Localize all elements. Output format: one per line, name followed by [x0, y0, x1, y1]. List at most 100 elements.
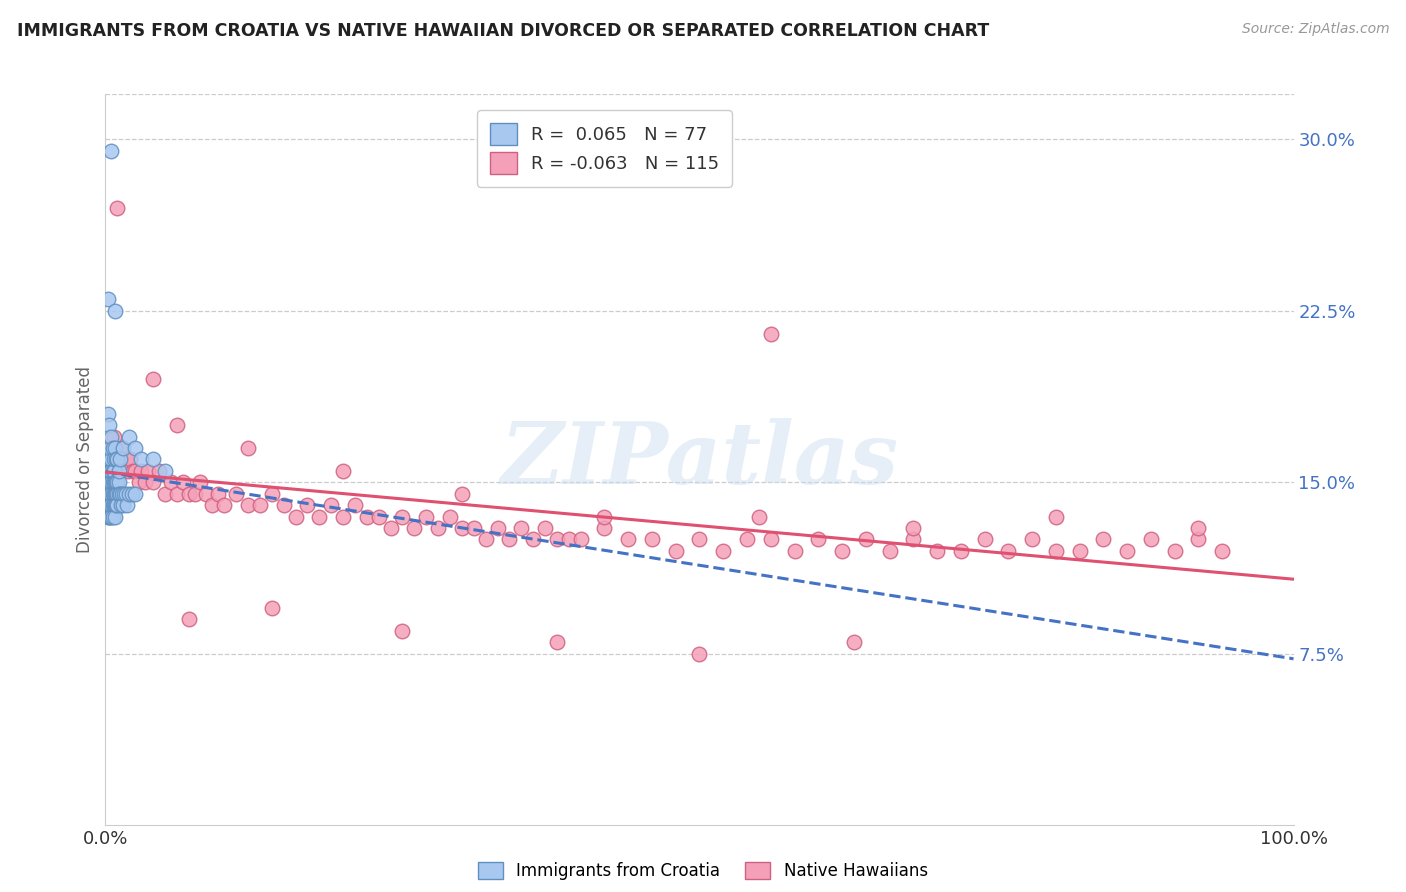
- Point: [98, 498, 121, 512]
- Point: [236, 498, 259, 512]
- Point: [207, 486, 229, 500]
- Point: [100, 464, 122, 478]
- Point: [97, 293, 120, 307]
- Point: [474, 533, 496, 547]
- Point: [105, 498, 128, 512]
- Point: [522, 533, 544, 547]
- Point: [148, 464, 170, 478]
- Point: [120, 452, 142, 467]
- Point: [98, 486, 121, 500]
- Point: [103, 475, 125, 490]
- Point: [105, 475, 128, 490]
- Point: [236, 441, 259, 455]
- Point: [101, 498, 124, 512]
- Point: [134, 475, 156, 490]
- Point: [427, 521, 450, 535]
- Point: [450, 486, 472, 500]
- Point: [118, 486, 141, 500]
- Point: [98, 452, 121, 467]
- Point: [486, 521, 509, 535]
- Point: [343, 498, 366, 512]
- Point: [103, 429, 125, 443]
- Point: [114, 452, 136, 467]
- Point: [842, 635, 865, 649]
- Point: [195, 486, 218, 500]
- Point: [128, 475, 150, 490]
- Point: [177, 612, 200, 626]
- Point: [97, 464, 120, 478]
- Point: [166, 486, 188, 500]
- Point: [136, 464, 159, 478]
- Point: [97, 509, 120, 524]
- Point: [129, 464, 152, 478]
- Point: [260, 486, 283, 500]
- Point: [104, 475, 127, 490]
- Point: [98, 498, 121, 512]
- Point: [112, 441, 135, 455]
- Point: [105, 486, 128, 500]
- Point: [107, 464, 129, 478]
- Point: [807, 533, 830, 547]
- Point: [214, 498, 236, 512]
- Point: [98, 441, 121, 455]
- Point: [973, 533, 995, 547]
- Point: [949, 544, 972, 558]
- Point: [665, 544, 688, 558]
- Point: [108, 452, 131, 467]
- Point: [98, 509, 121, 524]
- Point: [166, 418, 188, 433]
- Point: [104, 441, 127, 455]
- Point: [391, 509, 413, 524]
- Point: [97, 441, 120, 455]
- Point: [260, 601, 283, 615]
- Y-axis label: Divorced or Separated: Divorced or Separated: [76, 366, 94, 553]
- Point: [1187, 521, 1209, 535]
- Point: [284, 509, 307, 524]
- Point: [1164, 544, 1187, 558]
- Point: [100, 475, 122, 490]
- Point: [100, 498, 122, 512]
- Point: [1092, 533, 1115, 547]
- Point: [107, 464, 129, 478]
- Point: [450, 521, 472, 535]
- Point: [593, 509, 616, 524]
- Point: [97, 475, 120, 490]
- Point: [759, 326, 782, 341]
- Point: [177, 486, 200, 500]
- Point: [97, 464, 120, 478]
- Point: [98, 418, 121, 433]
- Point: [831, 544, 853, 558]
- Point: [103, 452, 125, 467]
- Point: [105, 452, 128, 467]
- Point: [124, 486, 146, 500]
- Point: [96, 464, 118, 478]
- Text: IMMIGRANTS FROM CROATIA VS NATIVE HAWAIIAN DIVORCED OR SEPARATED CORRELATION CHA: IMMIGRANTS FROM CROATIA VS NATIVE HAWAII…: [17, 22, 990, 40]
- Point: [96, 475, 118, 490]
- Point: [308, 509, 330, 524]
- Point: [104, 452, 127, 467]
- Point: [100, 509, 122, 524]
- Point: [748, 509, 770, 524]
- Point: [104, 441, 127, 455]
- Point: [391, 624, 413, 638]
- Point: [110, 498, 132, 512]
- Point: [101, 441, 124, 455]
- Point: [783, 544, 806, 558]
- Point: [925, 544, 948, 558]
- Point: [183, 486, 205, 500]
- Point: [332, 464, 354, 478]
- Point: [100, 452, 122, 467]
- Point: [105, 498, 128, 512]
- Point: [142, 452, 165, 467]
- Point: [159, 475, 181, 490]
- Point: [356, 509, 378, 524]
- Point: [439, 509, 461, 524]
- Point: [1045, 544, 1067, 558]
- Point: [104, 509, 127, 524]
- Point: [105, 452, 128, 467]
- Point: [117, 464, 139, 478]
- Point: [97, 407, 120, 421]
- Point: [98, 429, 121, 443]
- Point: [1211, 544, 1233, 558]
- Point: [103, 498, 125, 512]
